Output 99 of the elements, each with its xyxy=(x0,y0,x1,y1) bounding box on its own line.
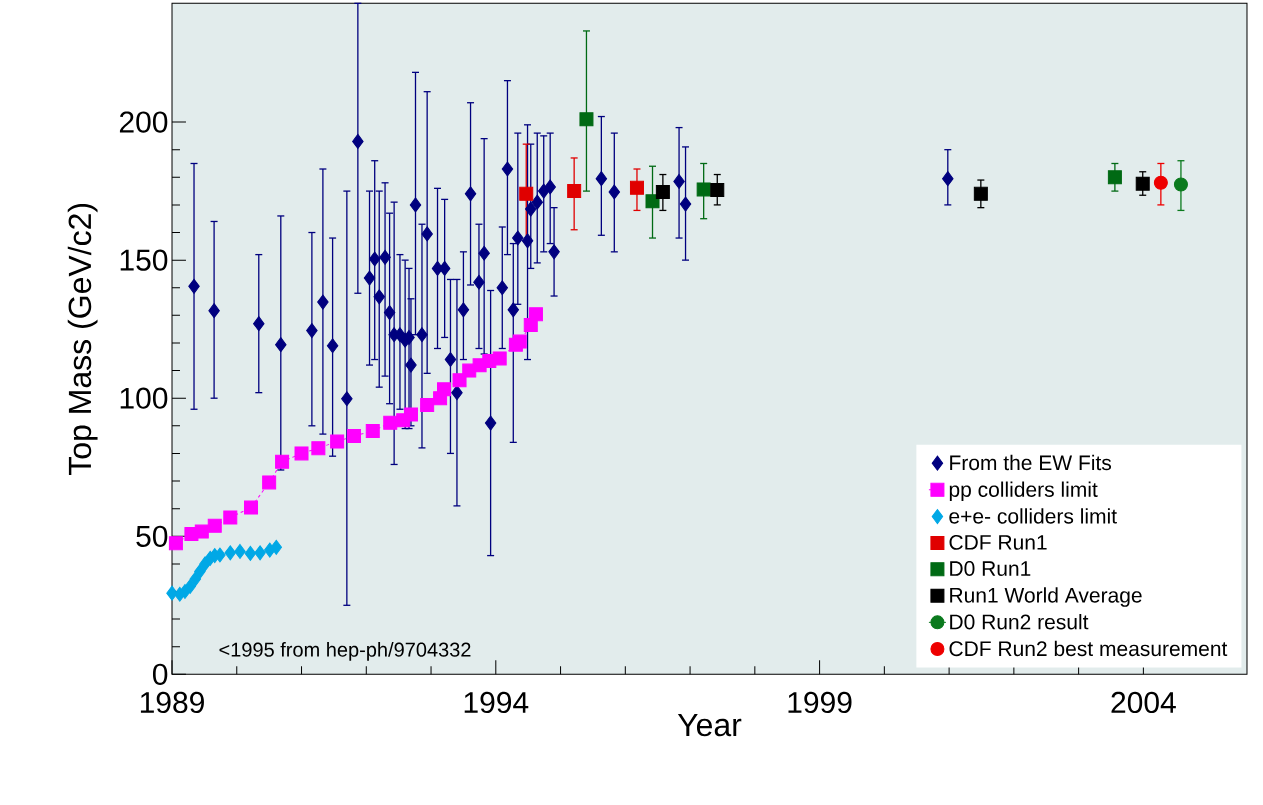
point xyxy=(409,197,422,213)
point xyxy=(403,407,418,422)
point xyxy=(368,251,381,267)
legend-label: e+e- colliders limit xyxy=(949,508,1117,524)
y-axis-title: Top Mass (GeV/c2) xyxy=(67,203,98,475)
point xyxy=(507,302,520,318)
point xyxy=(188,278,200,294)
point xyxy=(452,373,467,388)
point xyxy=(253,315,265,331)
point xyxy=(567,183,582,198)
point xyxy=(512,334,527,349)
point xyxy=(275,454,290,469)
point xyxy=(444,351,457,367)
point xyxy=(473,274,485,290)
point xyxy=(973,186,988,201)
point xyxy=(942,171,954,187)
point xyxy=(595,171,608,187)
point xyxy=(696,182,711,197)
point xyxy=(194,563,206,579)
legend-label: D0 Run2 result xyxy=(950,613,1089,630)
point xyxy=(525,201,537,217)
legend-label: Run1 World Average xyxy=(950,587,1142,607)
x-tick-label: 1999 xyxy=(788,691,852,713)
point xyxy=(363,270,376,286)
point xyxy=(208,303,220,319)
point xyxy=(710,182,725,197)
legend-label: From the EW Fits xyxy=(950,454,1112,471)
point xyxy=(166,585,178,601)
point xyxy=(194,524,209,539)
x-tick-label: 2004 xyxy=(1111,691,1176,713)
annotation: <1995 from hep-ph/9704332 xyxy=(219,641,471,661)
point xyxy=(254,545,266,561)
point xyxy=(1107,170,1122,185)
y-tick-label: 200 xyxy=(119,111,168,133)
legend-label: D0 Run1 xyxy=(950,560,1031,576)
point xyxy=(379,249,391,265)
point xyxy=(528,307,543,322)
point xyxy=(244,500,259,515)
point xyxy=(1173,177,1188,192)
point xyxy=(629,180,644,195)
point xyxy=(484,415,497,431)
point xyxy=(478,245,490,261)
point xyxy=(420,397,435,412)
point xyxy=(405,357,417,373)
y-tick-label: 150 xyxy=(120,249,168,271)
point xyxy=(673,173,685,189)
point xyxy=(457,302,470,318)
point xyxy=(544,179,556,195)
point xyxy=(519,186,534,201)
point xyxy=(655,184,670,199)
point xyxy=(451,385,463,401)
point xyxy=(234,543,246,559)
point xyxy=(275,336,287,352)
point xyxy=(1135,176,1150,191)
point xyxy=(294,446,309,461)
point xyxy=(421,226,433,242)
point xyxy=(262,475,277,490)
point xyxy=(352,133,364,149)
point xyxy=(341,391,353,407)
point xyxy=(224,545,237,561)
point xyxy=(492,351,507,366)
point xyxy=(383,304,396,320)
point xyxy=(501,161,514,177)
legend-label: pp colliders limit xyxy=(949,481,1098,501)
point xyxy=(168,536,183,551)
point xyxy=(244,545,257,561)
point xyxy=(326,338,339,354)
point xyxy=(365,423,380,438)
point xyxy=(436,382,451,397)
point xyxy=(579,112,594,127)
point xyxy=(270,539,283,555)
point xyxy=(521,233,534,249)
point xyxy=(496,280,509,296)
point xyxy=(1153,175,1168,190)
y-tick-label: 100 xyxy=(120,387,168,409)
point xyxy=(317,294,329,310)
point xyxy=(373,289,385,305)
point xyxy=(311,441,326,456)
point xyxy=(464,186,477,202)
point xyxy=(207,518,222,533)
point xyxy=(531,194,543,210)
point xyxy=(416,327,428,343)
point xyxy=(330,434,345,449)
legend-label: CDF Run2 best measurement xyxy=(949,640,1228,656)
point xyxy=(679,196,692,212)
y-tick-label: 0 xyxy=(152,663,168,685)
point xyxy=(306,322,318,338)
point xyxy=(548,244,560,260)
point xyxy=(608,184,621,200)
point xyxy=(512,230,524,246)
point xyxy=(346,428,361,443)
y-tick-label: 50 xyxy=(136,525,168,547)
x-axis-title: Year xyxy=(677,713,742,737)
x-tick-label: 1994 xyxy=(464,691,529,713)
point xyxy=(645,194,660,209)
point xyxy=(383,415,398,430)
point xyxy=(223,510,238,525)
legend-label: CDF Run1 xyxy=(949,534,1047,550)
x-tick-label: 1989 xyxy=(140,691,204,713)
